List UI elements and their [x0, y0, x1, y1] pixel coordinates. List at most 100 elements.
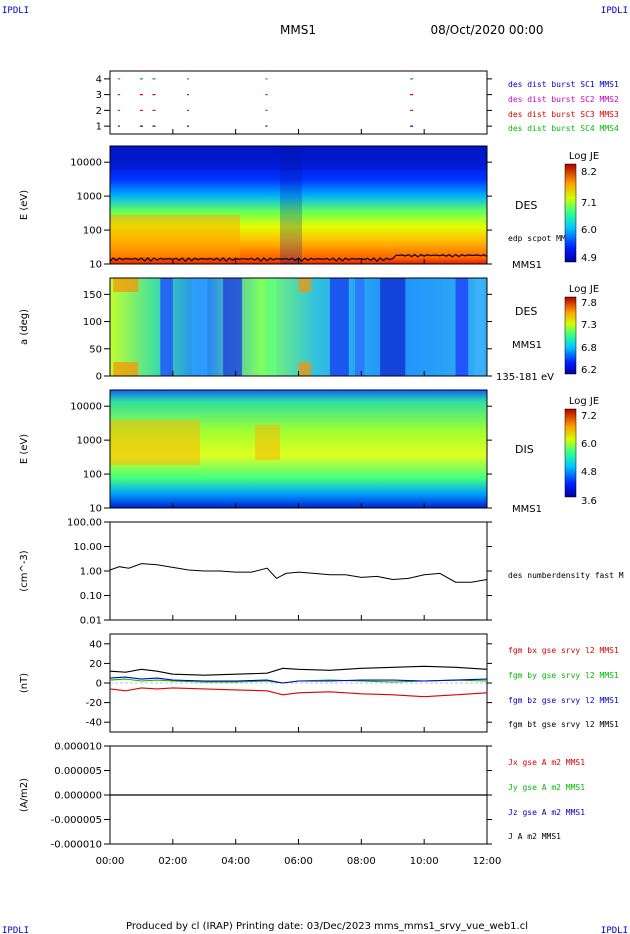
y-tick-label: 0.01	[80, 616, 102, 627]
y-tick-label: 1	[96, 122, 102, 133]
pitch-hot-top	[298, 278, 312, 292]
time-axis: 00:00 02:00 04:00 06:00 08:00 10:00 12:00	[96, 129, 501, 867]
corner-label-top-right: IPDLI	[601, 6, 628, 16]
y-tick-label: 100	[83, 226, 102, 237]
x-tick-label: 00:00	[96, 856, 125, 867]
x-tick-label: 06:00	[284, 856, 313, 867]
current-legend-j: J A m2 MMS1	[508, 832, 561, 841]
y-tick-label: -20	[86, 698, 102, 709]
footer-text: Produced by cl (IRAP) Printing date: 03/…	[126, 921, 528, 932]
corner-label-bottom-right: IPDLI	[601, 926, 628, 934]
dis-energy-colorbar	[564, 408, 577, 498]
x-tick-label: 10:00	[410, 856, 439, 867]
bfield-lines	[109, 665, 488, 698]
burst-legend-4: des dist burst SC4 MMS4	[508, 124, 619, 133]
current-y-ticks: 0.000010 0.000005 0.000000 -0.000005 -0.0000…	[51, 742, 492, 851]
current-panel: 0.000010 0.000005 0.000000 -0.000005 -0.0000…	[19, 742, 585, 851]
y-tick-label: 1000	[77, 436, 102, 447]
bfield-legend-by: fgm by gse srvy l2 MMS1	[508, 671, 619, 680]
y-tick-label: 100	[83, 317, 102, 328]
pitch-band	[160, 278, 173, 376]
burst-marks	[117, 78, 414, 127]
des-energy-colorbar	[564, 163, 577, 263]
pitch-band	[267, 278, 277, 376]
des-energy-cbar-tick-2: 7.1	[581, 198, 597, 209]
y-tick-label: 0	[96, 372, 102, 383]
y-tick-label: -40	[86, 718, 102, 729]
y-tick-label: 0	[96, 679, 102, 690]
density-ylabel: (cm^-3)	[19, 550, 30, 591]
burst-legend-2: des dist burst SC2 MMS2	[508, 95, 619, 104]
des-pitch-y-ticks: 150 100 50 0	[83, 290, 492, 383]
bfield-series-line	[109, 676, 488, 684]
current-legend-jz: Jz gse A m2 MMS1	[508, 808, 585, 817]
burst-legend-1: des dist burst SC1 MMS1	[508, 80, 619, 89]
des-energy-sc-label: MMS1	[512, 260, 542, 271]
bfield-series-line	[109, 687, 488, 698]
y-tick-label: 10000	[70, 158, 102, 169]
dis-energy-panel: 10000 1000 100 10 E (eV) DIS MMS1 Log JE 7.…	[19, 389, 599, 515]
bfield-y-ticks: 40 20 0 -20 -40	[86, 639, 492, 729]
pitch-hot-bottom	[298, 362, 312, 376]
bfield-legend-bx: fgm bx gse srvy l2 MMS1	[508, 646, 619, 655]
dis-energy-label: DIS	[515, 443, 534, 456]
density-legend: des numberdensity fast M	[508, 571, 624, 580]
dis-energy-cbar-tick-2: 6.0	[581, 439, 597, 450]
des-energy-y-ticks: 10000 1000 100 10	[70, 158, 492, 271]
des-pitch-cbar-tick-4: 6.2	[581, 365, 597, 376]
corner-label-bottom-left: IPDLI	[2, 926, 29, 934]
des-pitch-cbar-tick-2: 7.3	[581, 320, 597, 331]
x-tick-label: 04:00	[221, 856, 250, 867]
scpot-label: edp scpot MMS1	[508, 234, 576, 243]
y-tick-label: -0.000005	[51, 815, 102, 826]
dis-energy-cbar-title: Log JE	[569, 396, 599, 407]
des-energy-cbar-tick-4: 4.9	[581, 253, 597, 264]
y-tick-label: 10	[89, 504, 102, 515]
current-legend-jx: Jx gse A m2 MMS1	[508, 758, 585, 767]
bfield-ylabel: (nT)	[19, 673, 30, 693]
pitch-stripes	[113, 278, 484, 376]
des-pitch-cbar-tick-1: 7.8	[581, 298, 597, 309]
des-energy-ylabel: E (eV)	[19, 190, 30, 220]
des-energy-panel: 10000 1000 100 10 E (eV) DES edp scpot MMS1…	[19, 145, 599, 271]
y-tick-label: 3	[96, 90, 102, 101]
y-tick-label: 0.000005	[54, 766, 102, 777]
bfield-legend-bt: fgm bt gse srvy l2 MMS1	[508, 720, 619, 729]
des-pitch-cbar-title: Log JE	[569, 284, 599, 295]
current-legend-jy: Jy gse A m2 MMS1	[508, 783, 585, 792]
dis-energy-ylabel: E (eV)	[19, 434, 30, 464]
y-tick-label: 20	[89, 659, 102, 670]
y-tick-label: 10.00	[73, 542, 102, 553]
y-tick-label: 10000	[70, 402, 102, 413]
burst-panel: 1 2 3 4 des dist burst SC1 MMS1 des dist bu…	[96, 70, 619, 135]
spacecraft-title: MMS1	[280, 23, 316, 37]
y-tick-label: 100.00	[67, 518, 102, 529]
pitch-band	[474, 278, 484, 376]
x-tick-label: 08:00	[347, 856, 376, 867]
y-tick-label: 50	[89, 344, 102, 355]
des-pitch-ylabel: a (deg)	[19, 309, 30, 345]
des-pitch-colorbar	[564, 296, 577, 375]
des-pitch-label: DES	[515, 305, 537, 318]
y-tick-label: 150	[83, 290, 102, 301]
y-tick-label: 40	[89, 639, 102, 650]
des-energy-cbar-tick-1: 8.2	[581, 167, 597, 178]
bfield-series-line	[109, 665, 488, 676]
burst-y-ticks: 1 2 3 4	[96, 74, 492, 133]
pitch-band	[191, 278, 208, 376]
des-pitch-energy-label: 135-181 eV	[496, 372, 554, 383]
bfield-legend-bz: fgm bz gse srvy l2 MMS1	[508, 696, 619, 705]
y-tick-label: 10	[89, 260, 102, 271]
y-tick-label: 1000	[77, 192, 102, 203]
y-tick-label: -0.000010	[51, 840, 102, 851]
des-energy-label: DES	[515, 199, 537, 212]
pitch-band	[380, 278, 406, 376]
date-title: 08/Oct/2020 00:00	[430, 23, 543, 37]
pitch-band	[355, 278, 365, 376]
density-y-ticks: 100.00 10.00 1.00 0.10 0.01	[67, 518, 492, 627]
pitch-band	[455, 278, 469, 376]
pitch-band	[223, 278, 242, 376]
des-energy-cbar-title: Log JE	[569, 151, 599, 162]
burst-legend-3: des dist burst SC3 MMS3	[508, 110, 619, 119]
